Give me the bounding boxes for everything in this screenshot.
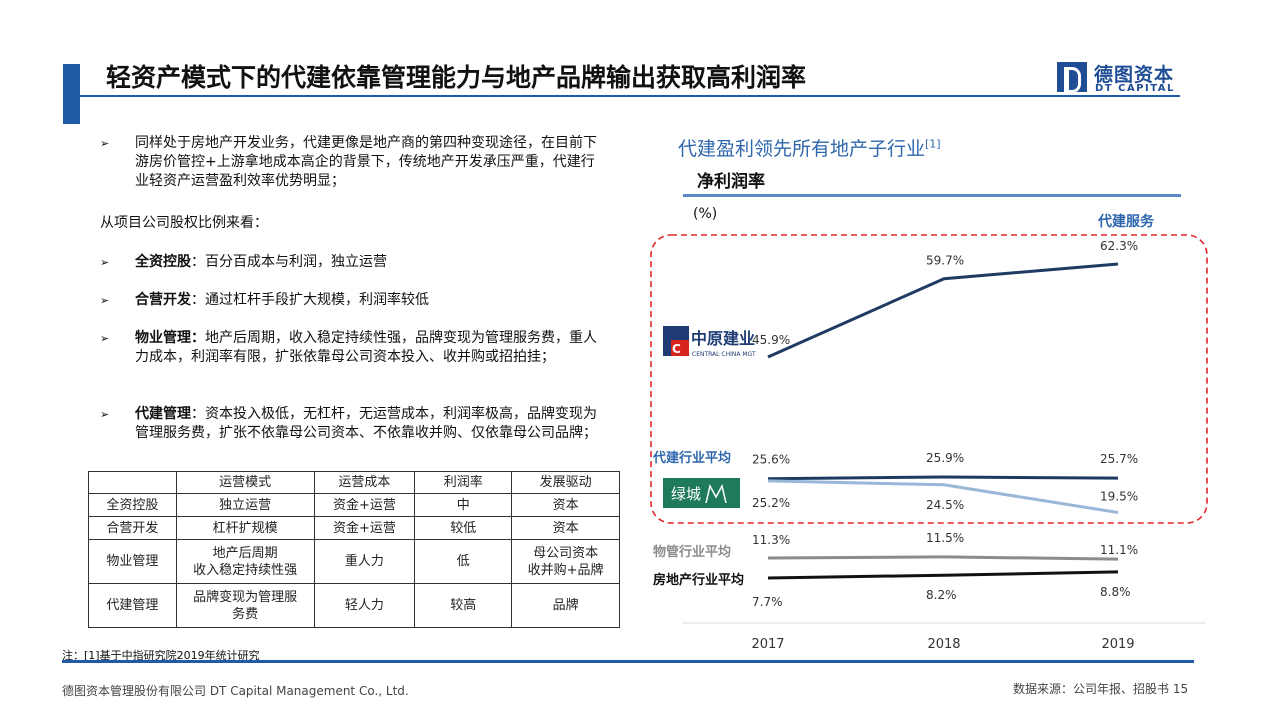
series-label-property-mgmt-avg: 物管行业平均 bbox=[653, 544, 731, 560]
zhongyuan-logo-icon: C 中原建业 CENTRAL CHINA MGT bbox=[663, 326, 756, 358]
title-accent-bar bbox=[63, 64, 80, 124]
table-row: 代建管理 品牌变现为管理服 务费 轻人力 较高 品牌 bbox=[88, 583, 620, 628]
chart-heading-text: 代建盈利领先所有地产子行业 bbox=[678, 138, 926, 160]
chart-title: 净利润率 bbox=[697, 171, 765, 192]
data-label: 45.9% bbox=[752, 333, 790, 347]
page-title: 轻资产模式下的代建依靠管理能力与地产品牌输出获取高利润率 bbox=[106, 63, 807, 92]
arrow-bullet-icon: ➢ bbox=[100, 332, 110, 345]
lvcheng-logo-text: 绿城 bbox=[671, 485, 701, 503]
series-label-dai-jian-fu-wu: 代建服务 bbox=[1097, 213, 1155, 230]
bullet-label: 全资控股 bbox=[135, 254, 191, 270]
series-line-dai-jian-avg bbox=[767, 475, 1119, 481]
bullet-text: ：百分百成本与利润，独立运营 bbox=[191, 254, 387, 270]
intro-text: 从项目公司股权比例来看： bbox=[100, 215, 268, 231]
data-label: 11.1% bbox=[1100, 543, 1138, 557]
bullet-label: 物业管理： bbox=[135, 330, 205, 346]
series-line-real-estate-avg bbox=[767, 570, 1119, 580]
x-axis-ticks: 2017 2018 2019 bbox=[751, 637, 1134, 652]
table-cell: 地产后周期 收入稳定持续性强 bbox=[175, 539, 315, 584]
table-cell: 资金+运营 bbox=[313, 493, 416, 517]
logo-text-en: DT CAPITAL bbox=[1095, 83, 1175, 94]
data-label: 62.3% bbox=[1100, 239, 1138, 253]
table-cell: 品牌变现为管理服 务费 bbox=[175, 583, 315, 628]
chart-title-rule bbox=[683, 194, 1181, 197]
y-axis-unit: (%) bbox=[693, 206, 717, 222]
table-row: 物业管理 地产后周期 收入稳定持续性强 重人力 低 母公司资本 收并购+品牌 bbox=[88, 539, 620, 584]
table-cell: 轻人力 bbox=[313, 583, 416, 628]
data-labels: 45.9% 59.7% 62.3% 25.6% 25.9% 25.7% 25.2% 24.5%… bbox=[752, 239, 1138, 609]
zhongyuan-logo-text: 中原建业 bbox=[691, 329, 755, 348]
data-label: 7.7% bbox=[752, 595, 783, 609]
table-cell: 母公司资本 收并购+品牌 bbox=[511, 539, 620, 584]
series-line-lvcheng bbox=[767, 479, 1119, 514]
dt-logo-icon bbox=[1057, 62, 1087, 93]
series-label-real-estate-avg: 房地产行业平均 bbox=[653, 572, 744, 588]
series-line-property-mgmt-avg bbox=[767, 555, 1119, 561]
data-label: 24.5% bbox=[926, 498, 964, 512]
bullet-label: 代建管理 bbox=[135, 406, 191, 422]
data-label: 25.7% bbox=[1100, 452, 1138, 466]
series-line-dai-jian-fu-wu bbox=[767, 262, 1119, 359]
data-label: 8.8% bbox=[1100, 585, 1131, 599]
bullet-text: ：资本投入极低，无杠杆，无运营成本，利润率极高，品牌变现为管理服务费，扩张不依靠… bbox=[135, 406, 597, 441]
arrow-bullet-icon: ➢ bbox=[100, 408, 110, 421]
table-cell: 较高 bbox=[414, 583, 513, 628]
table-cell: 代建管理 bbox=[88, 583, 177, 628]
table-cell: 品牌 bbox=[511, 583, 620, 628]
footnote: 注：[1]基于中指研究院2019年统计研究 bbox=[62, 649, 260, 662]
data-label: 25.2% bbox=[752, 496, 790, 510]
comparison-table: 运营模式 运营成本 利润率 发展驱动 全资控股 独立运营 资金+运营 中 资本 … bbox=[88, 471, 620, 628]
data-label: 25.6% bbox=[752, 453, 790, 467]
bullet-text: ：通过杠杆手段扩大规模，利润率较低 bbox=[191, 292, 429, 308]
table-cell: 全资控股 bbox=[88, 493, 177, 517]
table-cell: 物业管理 bbox=[88, 539, 177, 584]
highlight-box bbox=[650, 234, 1208, 524]
table-row: 全资控股 独立运营 资金+运营 中 资本 bbox=[88, 493, 620, 517]
x-tick-label: 2018 bbox=[927, 637, 960, 652]
x-tick-label: 2019 bbox=[1101, 637, 1134, 652]
logo-text-cn: 德图资本 bbox=[1094, 64, 1175, 86]
data-label: 11.3% bbox=[752, 533, 790, 547]
table-cell: 资金+运营 bbox=[313, 516, 416, 540]
bullet-label: 合营开发 bbox=[135, 292, 191, 308]
data-label: 8.2% bbox=[926, 588, 957, 602]
bullet-text: 地产后周期，收入稳定持续性强，品牌变现为管理服务费，重人力成本，利润率有限，扩张… bbox=[135, 330, 597, 365]
series-label-dai-jian-avg: 代建行业平均 bbox=[652, 450, 731, 466]
footer-rule bbox=[62, 660, 1194, 663]
data-label: 25.9% bbox=[926, 451, 964, 465]
table-cell: 较低 bbox=[414, 516, 513, 540]
footer-company: 德图资本管理股份有限公司 DT Capital Management Co., … bbox=[62, 684, 409, 698]
table-cell: 资本 bbox=[511, 516, 620, 540]
title-underline bbox=[80, 95, 1180, 97]
data-label: 19.5% bbox=[1100, 490, 1138, 504]
arrow-bullet-icon: ➢ bbox=[100, 256, 110, 269]
data-label: 11.5% bbox=[926, 531, 964, 545]
data-label: 59.7% bbox=[926, 254, 964, 268]
arrow-bullet-icon: ➢ bbox=[100, 294, 110, 307]
x-tick-label: 2017 bbox=[751, 637, 784, 652]
table-header-cell: 发展驱动 bbox=[511, 471, 620, 494]
chart-heading-footnote: [1] bbox=[925, 137, 941, 151]
zhongyuan-logo-subtext: CENTRAL CHINA MGT bbox=[692, 351, 756, 358]
footer-source: 数据来源：公司年报、招股书 15 bbox=[1013, 682, 1189, 696]
chart-heading: 代建盈利领先所有地产子行业[1] bbox=[678, 134, 941, 161]
svg-text:C: C bbox=[672, 342, 681, 356]
lvcheng-logo-icon: 绿城 bbox=[663, 478, 740, 508]
arrow-bullet-icon: ➢ bbox=[100, 137, 110, 150]
bullet-text: 同样处于房地产开发业务，代建更像是地产商的第四种变现途径，在目前下游房价管控+上… bbox=[135, 135, 597, 189]
